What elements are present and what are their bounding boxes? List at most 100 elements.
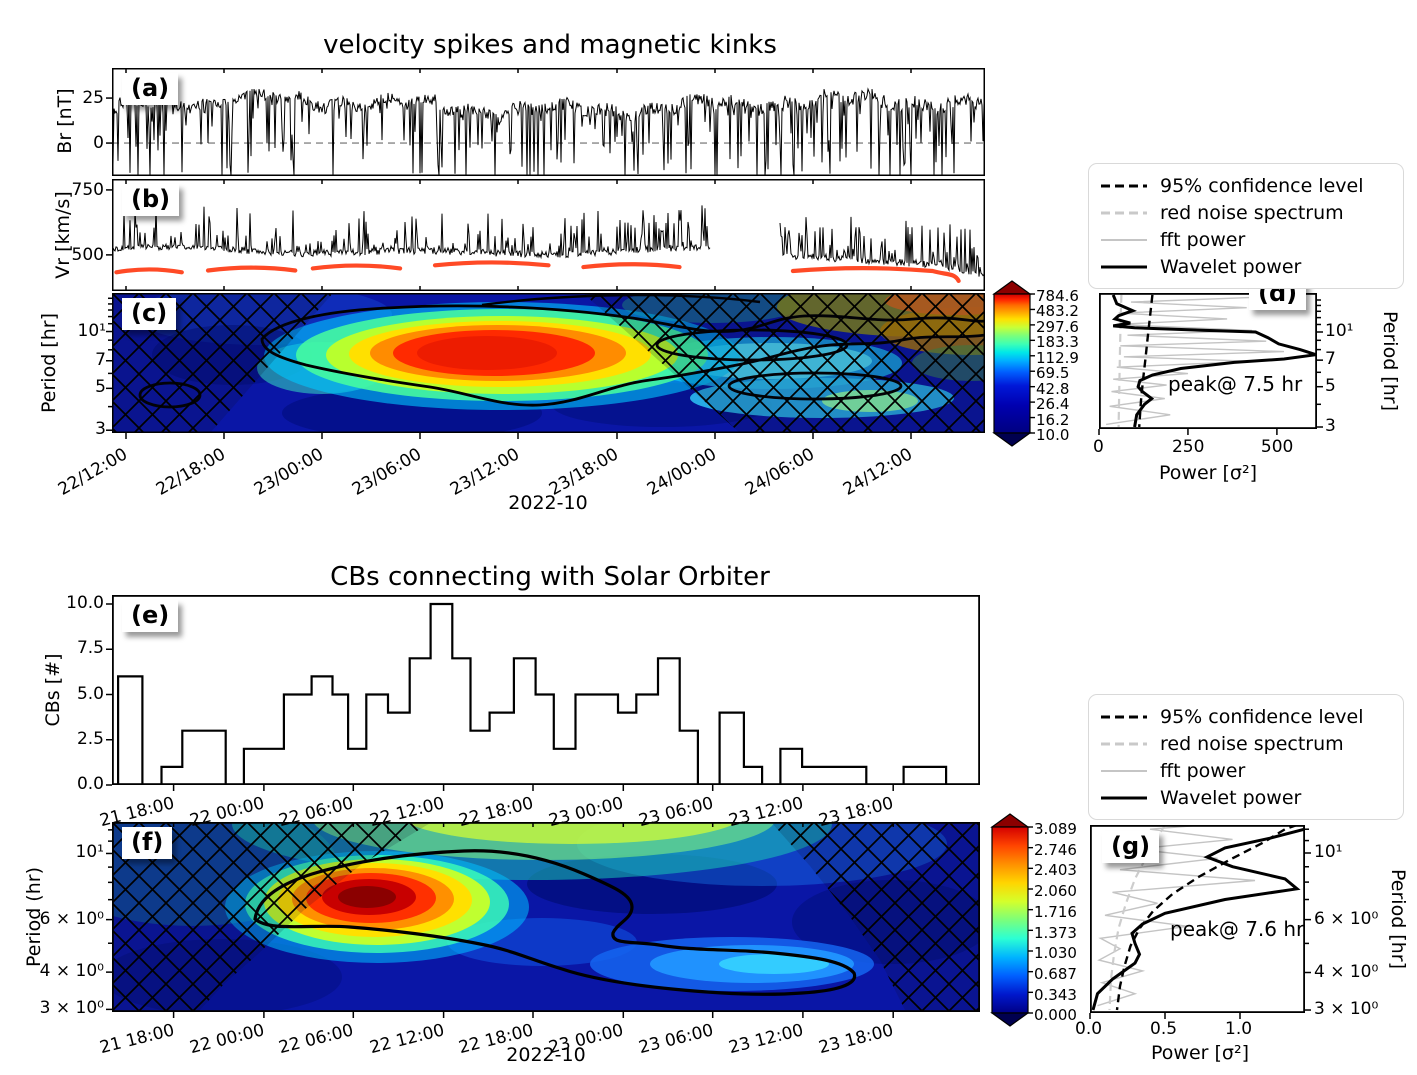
legend-item-label: fft power — [1160, 759, 1246, 782]
x-tick-label: 24/00:00 — [643, 444, 720, 500]
y-tick-label: 6 × 10⁰ — [1314, 908, 1379, 929]
x-tick-label: 22 12:00 — [367, 1020, 447, 1059]
legend-line-sample — [1101, 742, 1147, 745]
x-tick-label: 0 — [1093, 437, 1104, 457]
legend-item: red noise spectrum — [1101, 730, 1389, 757]
colorbar-tick-label: 26.4 — [1036, 395, 1070, 414]
colorbar-tick-label: 16.2 — [1036, 410, 1070, 429]
legend-item-label: red noise spectrum — [1160, 732, 1344, 755]
x-tick-label: 250 — [1171, 437, 1205, 457]
colorbar-tick-label: 483.2 — [1036, 302, 1079, 321]
colorbar-tick-label: 112.9 — [1036, 348, 1079, 367]
legend-item-label: Wavelet power — [1160, 255, 1302, 278]
panel-f-letter: (f) — [122, 827, 173, 859]
panel-g-letter: (g) — [1102, 831, 1160, 863]
colorbar-tick-label: 1.030 — [1034, 944, 1077, 963]
colorbar-tick-label: 0.000 — [1034, 1006, 1077, 1025]
legend-item: fft power — [1101, 226, 1389, 253]
legend-item-label: 95% confidence level — [1160, 174, 1364, 197]
y-tick-label: 10¹ — [1314, 842, 1343, 862]
y-tick-label: 7 — [95, 349, 106, 370]
x-tick-label: 23 06:00 — [636, 1020, 716, 1059]
x-tick-label: 24/06:00 — [741, 444, 818, 500]
y-tick-label: 4 × 10⁰ — [39, 961, 104, 982]
y-tick-label: 750 — [71, 180, 104, 200]
x-tick-label: 1.0 — [1225, 1019, 1253, 1039]
y-tick-label: 500 — [71, 245, 104, 265]
y-tick-label: 4 × 10⁰ — [1314, 961, 1379, 982]
panel-a-br-timeseries — [112, 68, 985, 176]
x-tick-label: 23/06:00 — [348, 444, 425, 500]
legend-item: Wavelet power — [1101, 253, 1389, 280]
legend-item: 95% confidence level — [1101, 703, 1389, 730]
y-tick-label: 2.5 — [76, 728, 104, 749]
legend-item-label: red noise spectrum — [1160, 201, 1344, 224]
legend-bottom: 95% confidence level red noise spectrum ff… — [1088, 694, 1404, 820]
y-tick-label: 0.0 — [76, 774, 104, 794]
y-tick-label: 10.0 — [66, 593, 104, 613]
panel-e-letter: (e) — [122, 600, 179, 632]
x-tick-label: 22 06:00 — [277, 1020, 356, 1059]
y-tick-label: 3 × 10⁰ — [1314, 999, 1379, 1020]
colorbar-tick-label: 2.746 — [1034, 840, 1077, 859]
colorbar-tick-label: 297.6 — [1036, 317, 1079, 336]
y-tick-label: 6 × 10⁰ — [39, 908, 104, 929]
y-tick-label: 7 — [1325, 349, 1336, 370]
y-tick-label: 3 — [1325, 416, 1336, 436]
colorbar-tick-label: 0.343 — [1034, 985, 1077, 1004]
legend-item: fft power — [1101, 757, 1389, 784]
y-tick-label: 10¹ — [75, 842, 104, 863]
y-tick-label: 10¹ — [1325, 321, 1354, 341]
panel-f-xlabel: 2022-10 — [506, 1044, 586, 1066]
colorbar-tick-label: 69.5 — [1036, 364, 1070, 383]
panel-c-colorbar — [992, 280, 1035, 447]
colorbar-tick-label: 0.687 — [1034, 964, 1077, 983]
x-tick-label: 21 18:00 — [97, 1020, 177, 1059]
panel-b-letter: (b) — [122, 184, 180, 216]
panel-b-vr-timeseries — [112, 179, 985, 291]
legend-line-sample — [1101, 265, 1147, 268]
legend-item-label: 95% confidence level — [1160, 705, 1364, 728]
legend-line-sample — [1101, 715, 1147, 718]
panel-g-right-ylabel: Period [hr] — [1387, 869, 1409, 969]
y-tick-label: 25 — [82, 88, 104, 108]
colorbar-tick-label: 42.8 — [1036, 379, 1070, 398]
bottom-figure-title: CBs connecting with Solar Orbiter — [330, 562, 770, 592]
panel-f-wavelet-spectrum — [112, 822, 980, 1012]
panel-g-xlabel: Power [σ²] — [1151, 1042, 1249, 1064]
legend-line-sample — [1101, 238, 1147, 241]
x-tick-label: 22/18:00 — [152, 444, 229, 500]
panel-g-peak-annotation: peak@ 7.6 hr — [1170, 917, 1305, 941]
panel-c-ylabel: Period [hr] — [38, 313, 60, 413]
legend-item: 95% confidence level — [1101, 172, 1389, 199]
legend-line-sample — [1101, 769, 1147, 772]
x-tick-label: 22 00:00 — [187, 1020, 267, 1059]
legend-line-sample — [1101, 796, 1147, 799]
y-tick-label: 10¹ — [77, 320, 106, 341]
colorbar-tick-label: 784.6 — [1036, 287, 1079, 305]
panel-f-colorbar — [990, 813, 1033, 1027]
x-tick-label: 0.0 — [1075, 1019, 1103, 1039]
colorbar-tick-label: 10.0 — [1036, 426, 1070, 445]
legend-top: 95% confidence level red noise spectrum ff… — [1088, 163, 1404, 289]
y-tick-label: 3 — [95, 419, 106, 440]
y-tick-label: 5.0 — [76, 683, 104, 704]
x-tick-label: 23 18:00 — [816, 1020, 896, 1059]
colorbar-tick-label: 2.060 — [1034, 882, 1077, 901]
y-tick-label: 5 — [95, 377, 106, 398]
panel-c-xlabel: 2022-10 — [508, 492, 588, 514]
y-tick-label: 0 — [93, 133, 104, 153]
y-tick-label: 5 — [1325, 375, 1336, 396]
x-tick-label: 24/12:00 — [839, 444, 916, 500]
colorbar-tick-label: 1.716 — [1034, 902, 1077, 921]
x-tick-label: 22/12:00 — [54, 444, 131, 500]
y-tick-label: 7.5 — [76, 638, 104, 659]
x-tick-label: 0.5 — [1150, 1019, 1178, 1039]
x-tick-label: 23 12:00 — [726, 1020, 806, 1059]
legend-line-sample — [1101, 184, 1147, 187]
panel-c-letter: (c) — [122, 298, 177, 330]
legend-line-sample — [1101, 211, 1147, 214]
legend-item: red noise spectrum — [1101, 199, 1389, 226]
panel-c-wavelet-spectrum — [112, 293, 985, 433]
